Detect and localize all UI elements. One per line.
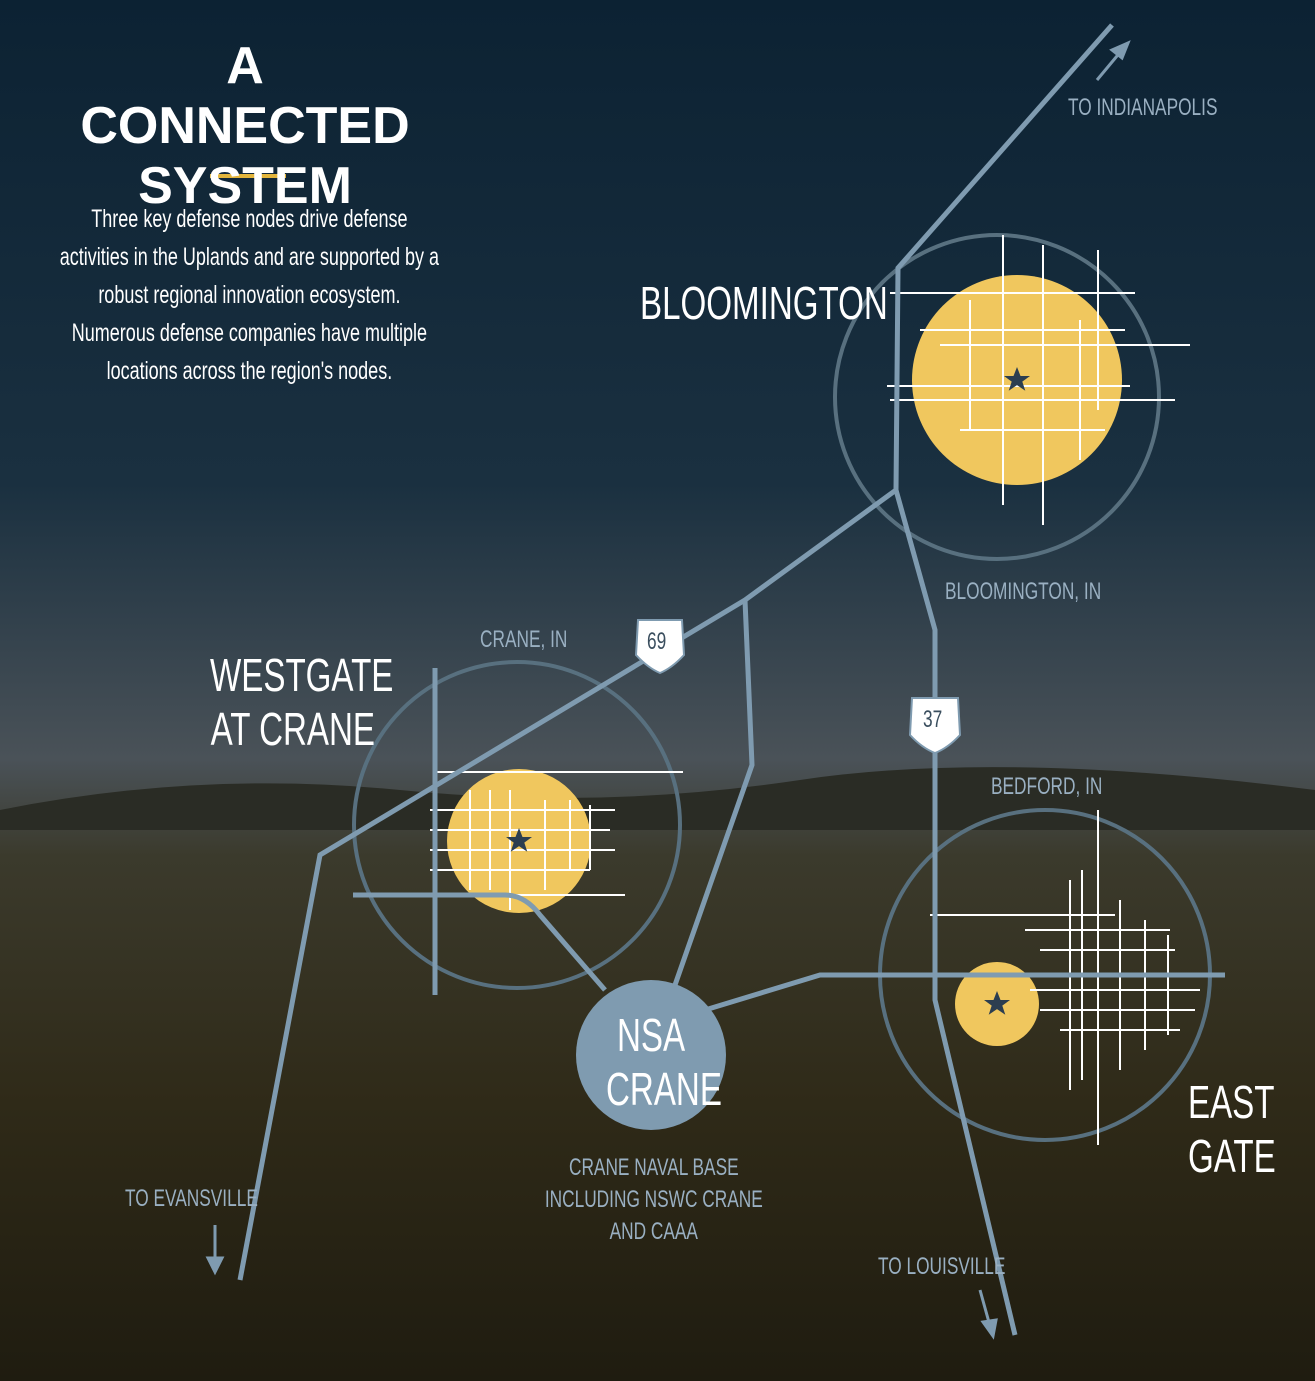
node-location: BLOOMINGTON, IN bbox=[945, 578, 1101, 606]
node-label: EAST GATE bbox=[1188, 1075, 1253, 1183]
title: A CONNECTED SYSTEM bbox=[60, 36, 430, 216]
horizon bbox=[0, 767, 1315, 830]
node-description: CRANE NAVAL BASE INCLUDING NSWC CRANE AN… bbox=[535, 1152, 773, 1248]
node-label: NSA CRANE bbox=[606, 1008, 696, 1116]
stars bbox=[506, 367, 1030, 1015]
highway-number: 37 bbox=[923, 706, 942, 734]
node-label: BLOOMINGTON bbox=[640, 276, 888, 330]
destination: TO INDIANAPOLIS bbox=[1068, 94, 1217, 122]
node-label: WESTGATE AT CRANE bbox=[210, 648, 376, 756]
infographic: A CONNECTED SYSTEM Three key defense nod… bbox=[0, 0, 1315, 1381]
node-location: BEDFORD, IN bbox=[991, 773, 1102, 801]
node-location: CRANE, IN bbox=[480, 626, 567, 654]
highway-number: 69 bbox=[647, 628, 666, 656]
highway-shields bbox=[636, 620, 960, 753]
city-areas bbox=[447, 275, 1122, 1046]
destination: TO LOUISVILLE bbox=[878, 1253, 1005, 1281]
description: Three key defense nodes drive defense ac… bbox=[55, 200, 444, 390]
destination: TO EVANSVILLE bbox=[125, 1185, 258, 1213]
